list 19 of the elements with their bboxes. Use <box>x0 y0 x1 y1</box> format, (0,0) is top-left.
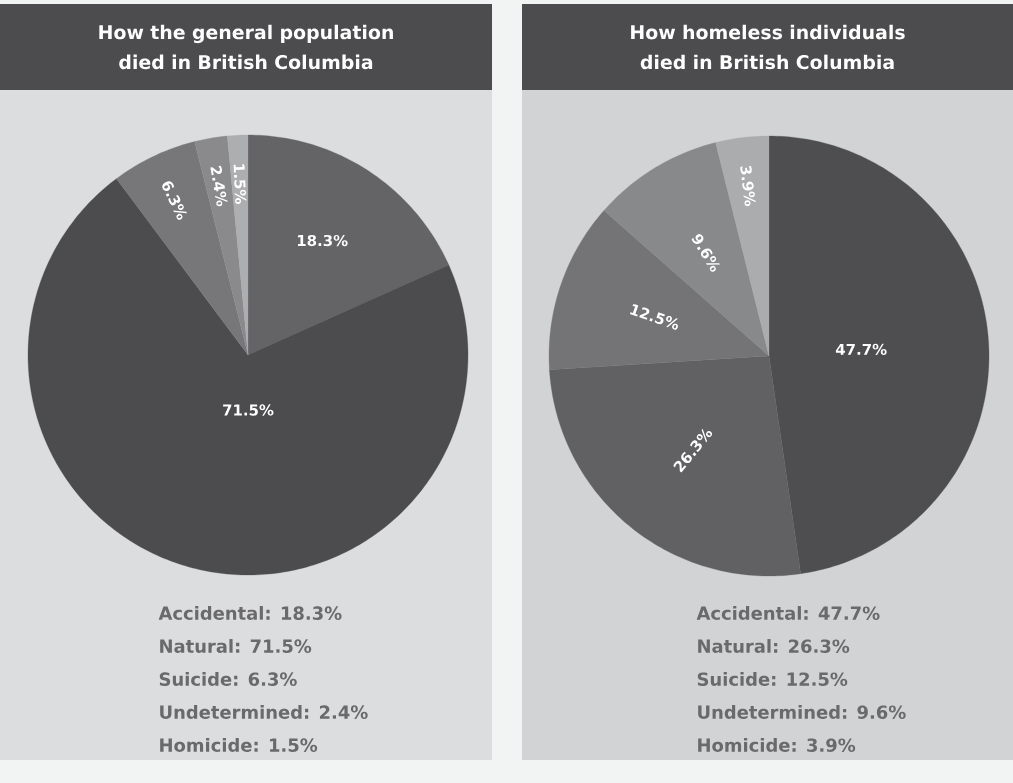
data-label: 2.4% <box>210 165 228 207</box>
text: Suicide: 6.3% <box>159 672 297 686</box>
text: Natural: 71.5% <box>160 639 312 653</box>
chart-title: How homeless individuals died in British Columbia <box>631 24 905 70</box>
text: Undetermined: 2.4% <box>160 705 368 719</box>
text: Homicide: 3.9% <box>698 738 856 752</box>
data-label: 1.5% <box>233 164 247 204</box>
text: Accidental: 18.3% <box>158 606 342 620</box>
text: Suicide: 12.5% <box>697 672 848 686</box>
text: Homicide: 1.5% <box>160 738 318 752</box>
text: Undetermined: 9.6% <box>698 705 906 719</box>
data-label: 3.9% <box>740 165 756 207</box>
chart-title: How the general population died in British Columbia <box>99 24 393 70</box>
text: Natural: 26.3% <box>698 639 850 653</box>
text: Accidental: 47.7% <box>696 606 880 620</box>
data-label: 47.7% <box>835 343 887 355</box>
data-label: 18.3% <box>297 234 348 247</box>
data-label: 71.5% <box>223 404 274 416</box>
data-label: 6.3% <box>162 181 188 220</box>
